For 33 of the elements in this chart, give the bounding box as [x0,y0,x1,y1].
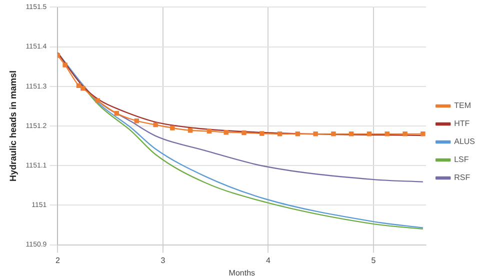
legend-label: TEM [454,101,472,110]
x-axis-title: Months [228,268,256,278]
point [134,118,140,124]
point [242,130,246,136]
point [331,132,336,136]
point [420,132,426,136]
point [224,130,228,135]
point [384,132,390,136]
x-tick-label: 3 [160,256,166,265]
legend-label: ALUS [454,137,476,146]
point [277,132,282,136]
legend-label: HTF [454,119,470,128]
point [153,122,158,128]
point [76,83,82,88]
legend-label: RSF [454,173,470,182]
point [402,132,408,136]
point [295,132,300,136]
y-axis-title: Hydraulic heads in mamsl [8,70,18,182]
legend-label: LSF [454,155,469,164]
x-tick-label: 2 [55,256,60,265]
x-tick-label: 5 [371,256,376,265]
point [170,126,175,130]
point [62,62,68,68]
point [349,132,354,136]
point [114,110,120,116]
point [366,132,372,136]
point [313,132,318,136]
point [95,98,100,104]
point [80,86,86,91]
point [260,131,264,136]
point [206,128,212,134]
point [188,128,193,133]
x-tick-label: 4 [266,256,271,265]
